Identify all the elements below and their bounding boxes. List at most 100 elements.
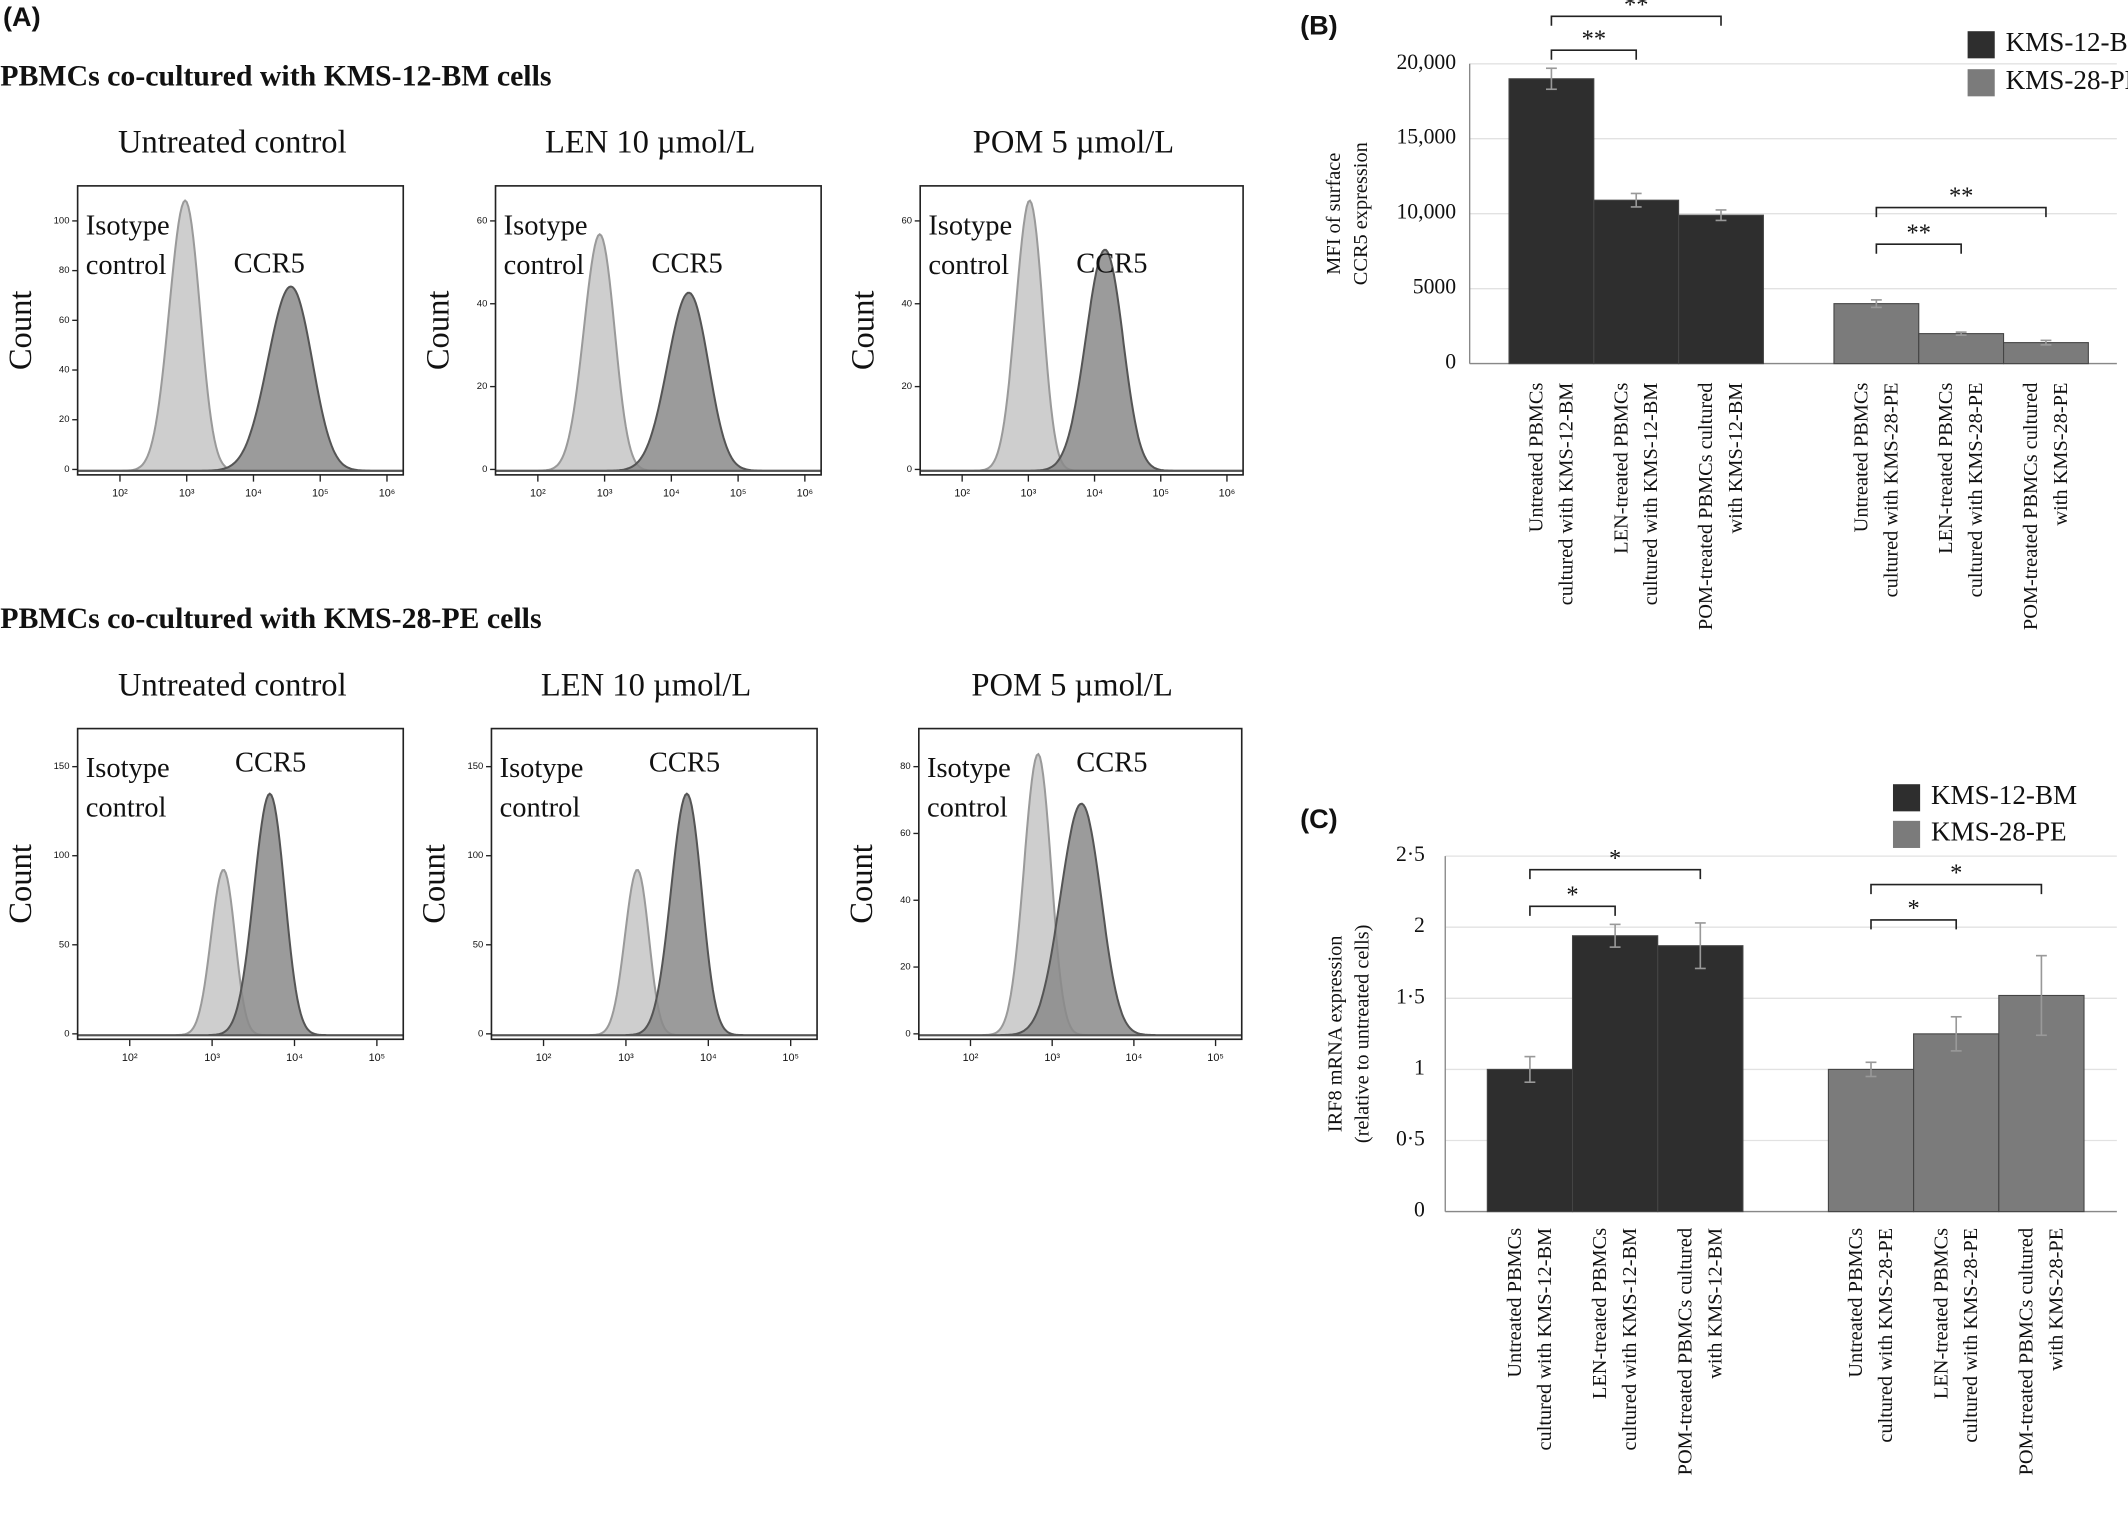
- legend-label: KMS-28-PE: [1931, 817, 2067, 847]
- y-tick-label: 0: [482, 464, 487, 475]
- y-tick-label: 2·5: [1396, 842, 1425, 866]
- plot-frame: [494, 185, 822, 476]
- ccr5-curve: [77, 285, 404, 472]
- bar: [1657, 945, 1744, 1213]
- y-tick-label: 100: [54, 850, 70, 861]
- plot-title: LEN 10 µmol/L: [541, 667, 751, 703]
- y-axis-label: MFI of surface: [1323, 153, 1345, 275]
- plot-title: Untreated control: [118, 125, 347, 161]
- ccr5-curve: [920, 248, 1244, 472]
- isotype-label: control: [927, 793, 1008, 824]
- significance-label: **: [1624, 0, 1648, 18]
- marker-label: CCR5: [649, 748, 720, 779]
- y-axis-label: Count: [417, 844, 453, 924]
- y-tick-label: 20: [477, 381, 488, 392]
- x-tick-label: 10³: [1021, 488, 1037, 500]
- histogram: [76, 727, 405, 1041]
- isotype-label: control: [86, 250, 167, 281]
- x-tick-label: 10⁴: [700, 1052, 717, 1064]
- significance-label: **: [1949, 183, 1973, 210]
- y-tick-label: 60: [901, 215, 912, 226]
- error-bar: [2035, 954, 2047, 1037]
- x-tick-label: cultured with KMS-28-PE: [1880, 383, 1902, 598]
- legend-label: KMS-12-BM: [1931, 780, 2077, 810]
- y-tick-label: 40: [477, 298, 488, 309]
- plot-frame: [918, 727, 1243, 1041]
- significance-bracket: [1529, 905, 1616, 916]
- x-tick-label: 10⁶: [379, 488, 396, 500]
- significance-label: *: [1950, 860, 1962, 887]
- isotype-label: Isotype: [86, 210, 170, 241]
- panel-label: (A): [3, 1, 41, 32]
- x-tick-label: LEN-treated PBMCs: [1935, 383, 1957, 554]
- histogram: [918, 727, 1243, 1041]
- panel-label: (B): [1300, 9, 1338, 40]
- group-title: PBMCs co-cultured with KMS-28-PE cells: [0, 602, 541, 635]
- x-tick-label: 10⁵: [782, 1052, 799, 1064]
- significance-label: *: [1908, 895, 1920, 922]
- y-tick-label: 0: [64, 1028, 69, 1039]
- isotype-label: Isotype: [86, 753, 170, 784]
- x-tick-label: 10⁶: [1219, 488, 1236, 500]
- isotype-label: Isotype: [927, 753, 1011, 784]
- significance-bracket: [1550, 49, 1638, 60]
- bar: [1827, 1068, 1915, 1213]
- y-tick-label: 20,000: [1396, 50, 1456, 74]
- x-tick-label: POM-treated PBMCs cultured: [1695, 383, 1717, 631]
- y-tick-label: 80: [900, 761, 911, 772]
- error-bar: [1630, 192, 1642, 208]
- x-tick-label: 10⁶: [797, 488, 814, 500]
- y-tick-label: 150: [54, 761, 70, 772]
- y-tick-label: 20: [59, 414, 70, 425]
- bar: [2003, 342, 2089, 365]
- bar: [1678, 214, 1764, 365]
- error-bar: [1950, 1015, 1962, 1052]
- plot-frame: [490, 727, 818, 1041]
- y-tick-label: 0: [64, 464, 69, 475]
- x-tick-label: 10⁴: [663, 488, 680, 500]
- error-bar: [2040, 339, 2052, 346]
- x-tick-label: 10⁵: [1207, 1052, 1224, 1064]
- marker-label: CCR5: [652, 248, 723, 279]
- y-tick-label: 60: [59, 315, 70, 326]
- x-tick-label: cultured with KMS-12-BM: [1619, 1228, 1641, 1451]
- legend-swatch: [1892, 784, 1921, 812]
- error-bar: [1955, 331, 1967, 336]
- y-tick-label: 0: [1445, 350, 1456, 374]
- x-tick-label: 10⁵: [730, 488, 747, 500]
- plot-title: Untreated control: [118, 667, 347, 703]
- histogram: [490, 727, 818, 1041]
- isotype-label: Isotype: [504, 210, 588, 241]
- isotype-label: control: [504, 250, 585, 281]
- y-tick-label: 0·5: [1396, 1126, 1425, 1150]
- x-tick-label: POM-treated PBMCs cultured: [1674, 1228, 1696, 1476]
- plot-frame: [76, 727, 405, 1041]
- marker-label: CCR5: [235, 748, 306, 779]
- x-tick-label: cultured with KMS-12-BM: [1534, 1228, 1556, 1451]
- histogram: [494, 185, 822, 476]
- x-tick-label: 10²: [963, 1052, 979, 1064]
- histogram: [76, 185, 405, 476]
- x-tick-label: LEN-treated PBMCs: [1930, 1228, 1952, 1399]
- y-axis-label: (relative to untreated cells): [1352, 925, 1374, 1144]
- x-tick-label: 10²: [530, 488, 546, 500]
- x-tick-label: 10⁵: [312, 488, 329, 500]
- group-title: PBMCs co-cultured with KMS-12-BM cells: [0, 60, 551, 93]
- bar: [1571, 935, 1659, 1213]
- y-tick-label: 20: [900, 962, 911, 973]
- x-tick-label: 10⁵: [1152, 488, 1169, 500]
- y-tick-label: 1: [1414, 1055, 1425, 1079]
- x-tick-label: with KMS-12-BM: [1704, 1228, 1726, 1379]
- error-bar: [1609, 923, 1621, 948]
- y-tick-label: 40: [59, 365, 70, 376]
- y-tick-label: 60: [477, 215, 488, 226]
- isotype-label: Isotype: [928, 210, 1012, 241]
- y-axis-label: Count: [844, 844, 880, 924]
- histogram: [919, 185, 1244, 476]
- y-tick-label: 10,000: [1396, 200, 1456, 224]
- y-axis-label: IRF8 mRNA expression: [1324, 936, 1346, 1133]
- y-tick-label: 50: [473, 939, 484, 950]
- x-tick-label: POM-treated PBMCs cultured: [2016, 1228, 2038, 1476]
- x-tick-label: 10³: [597, 488, 613, 500]
